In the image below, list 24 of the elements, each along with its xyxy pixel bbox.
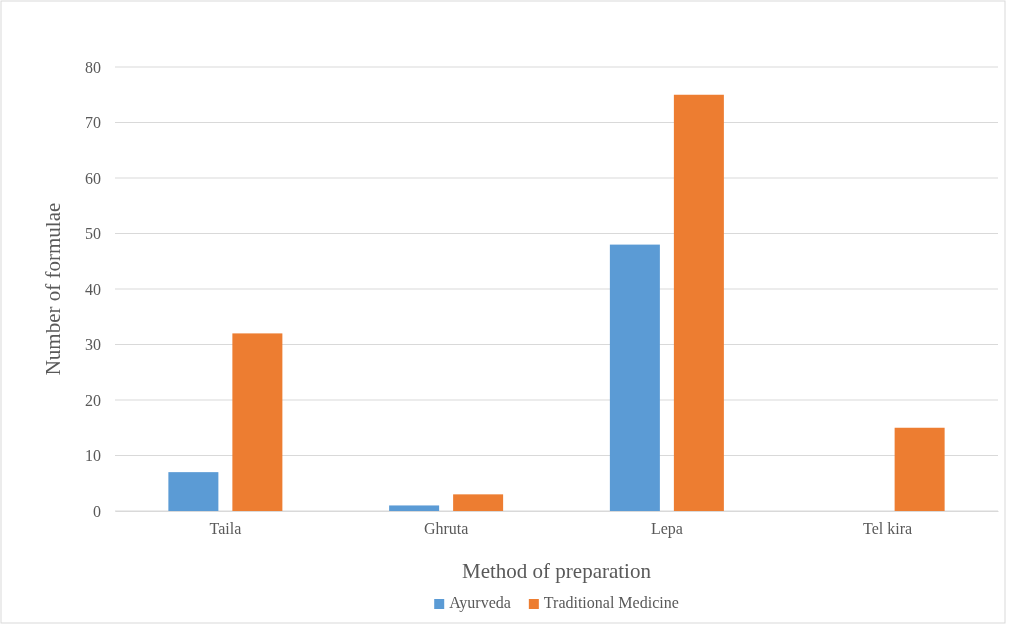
x-tick-label: Tel kira — [863, 520, 913, 538]
y-tick-label: 40 — [85, 280, 101, 298]
bar — [894, 427, 945, 511]
y-tick-label: 60 — [85, 169, 101, 187]
x-axis-title: Method of preparation — [462, 559, 652, 583]
y-tick-label: 70 — [85, 114, 101, 132]
bar — [609, 244, 660, 511]
y-tick-label: 10 — [85, 447, 101, 465]
y-tick-label: 30 — [85, 336, 101, 354]
y-tick-label: 20 — [85, 391, 101, 409]
legend-label: Ayurveda — [449, 594, 511, 612]
x-tick-label: Taila — [209, 520, 242, 538]
y-tick-label: 0 — [93, 502, 101, 520]
y-tick-label: 80 — [85, 58, 101, 76]
legend-label: Traditional Medicine — [543, 594, 679, 611]
bar — [453, 494, 504, 511]
y-tick-label: 50 — [85, 225, 101, 243]
x-tick-label: Lepa — [650, 520, 683, 539]
bar — [168, 472, 219, 511]
bar — [673, 94, 724, 511]
bar — [389, 505, 440, 511]
bar — [232, 333, 283, 511]
x-tick-label: Ghruta — [423, 520, 469, 538]
y-axis-title: Number of formulae — [41, 202, 65, 376]
